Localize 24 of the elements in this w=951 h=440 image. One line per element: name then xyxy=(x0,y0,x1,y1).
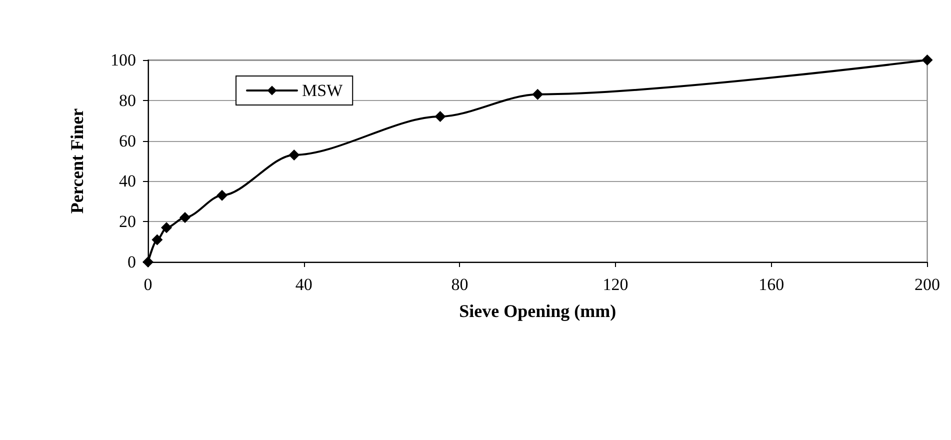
x-tick-label: 0 xyxy=(144,275,152,294)
y-axis-title: Percent Finer xyxy=(67,108,87,214)
y-tick-label: 0 xyxy=(128,252,136,272)
y-tick-label: 80 xyxy=(119,90,136,110)
x-axis-title: Sieve Opening (mm) xyxy=(459,301,616,321)
y-tick-label: 20 xyxy=(119,212,136,232)
point xyxy=(434,111,446,122)
point xyxy=(142,256,154,268)
legend-label: MSW xyxy=(302,81,344,100)
point xyxy=(152,234,163,246)
point xyxy=(532,88,544,100)
y-tick-label: 100 xyxy=(110,50,136,70)
x-tick-label: 120 xyxy=(602,275,628,294)
x-tick-label: 40 xyxy=(295,275,312,294)
y-tick-label: 40 xyxy=(119,172,136,191)
x-tick-label: 160 xyxy=(758,275,784,294)
y-tick-label: 60 xyxy=(119,131,136,150)
x-tick-label: 200 xyxy=(914,275,940,294)
point xyxy=(288,149,300,160)
point xyxy=(180,212,191,224)
point xyxy=(161,222,172,234)
point xyxy=(216,190,228,201)
x-tick-label: 80 xyxy=(451,275,468,294)
point xyxy=(922,54,933,66)
